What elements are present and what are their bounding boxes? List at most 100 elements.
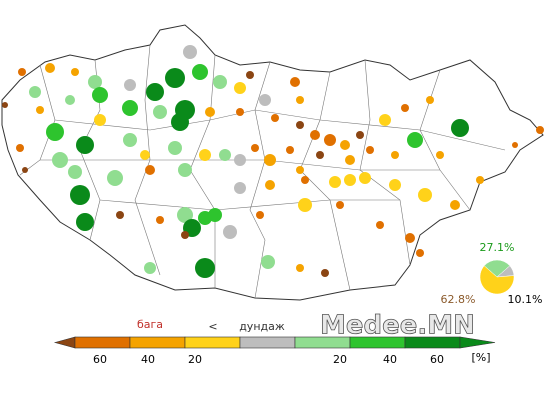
station-dot <box>71 68 79 76</box>
station-dot <box>181 231 189 239</box>
legend-low: бага <box>137 318 163 331</box>
bar-segment <box>184 336 241 349</box>
station-dot <box>205 107 215 117</box>
bar-segment <box>129 336 186 349</box>
station-dot <box>192 64 208 80</box>
station-dot <box>246 71 254 79</box>
station-dot <box>450 200 460 210</box>
station-dot <box>296 121 304 129</box>
station-dot <box>92 87 108 103</box>
station-dot <box>436 151 444 159</box>
bar-segment <box>404 336 461 349</box>
station-dot <box>45 63 55 73</box>
station-dot <box>324 134 336 146</box>
legend-mid: дундаж <box>239 320 285 333</box>
station-dot <box>234 182 246 194</box>
station-dot <box>145 165 155 175</box>
station-dot <box>389 179 401 191</box>
station-dot <box>16 144 24 152</box>
station-dot <box>2 102 8 108</box>
bar-end-high <box>459 336 496 349</box>
station-dot <box>336 201 344 209</box>
bar-tick-label: 20 <box>333 353 347 366</box>
station-dot <box>340 140 350 150</box>
station-dot <box>208 208 222 222</box>
color-bar: 60 40 20 20 40 60 [%] <box>53 336 496 366</box>
station-dot <box>476 176 484 184</box>
station-dot <box>426 96 434 104</box>
station-dot <box>296 264 304 272</box>
station-dot <box>195 258 215 278</box>
station-dot <box>146 83 164 101</box>
pie-slice <box>479 265 515 295</box>
pie: 27.1% 10.1% 62.8% <box>441 241 543 306</box>
station-dot <box>290 77 300 87</box>
station-dot <box>356 131 364 139</box>
station-dot <box>286 146 294 154</box>
station-dot <box>536 126 544 134</box>
station-dot <box>107 170 123 186</box>
legend-sign: < <box>208 320 217 333</box>
station-dot <box>401 104 409 112</box>
station-dot <box>46 123 64 141</box>
station-dot <box>52 152 68 168</box>
station-dot <box>177 207 193 223</box>
pie-label: 27.1% <box>480 241 515 254</box>
station-dot <box>329 176 341 188</box>
station-dot <box>123 133 137 147</box>
station-dot <box>451 119 469 137</box>
station-dot <box>76 136 94 154</box>
station-dot <box>76 213 94 231</box>
station-dot <box>199 149 211 161</box>
bar-tick-label: 40 <box>383 353 397 366</box>
bar-tick-label: 40 <box>141 353 155 366</box>
station-dot <box>219 149 231 161</box>
station-dot <box>22 167 28 173</box>
station-dot <box>223 225 237 239</box>
station-dot <box>171 113 189 131</box>
station-dot <box>140 150 150 160</box>
station-dot <box>296 166 304 174</box>
bar-tick-label: 60 <box>430 353 444 366</box>
station-dot <box>405 233 415 243</box>
station-dot <box>70 185 90 205</box>
station-dot <box>94 114 106 126</box>
station-dot <box>407 132 423 148</box>
station-dot <box>68 165 82 179</box>
station-dot <box>144 262 156 274</box>
station-dot <box>316 151 324 159</box>
station-dot <box>366 146 374 154</box>
station-dot <box>116 211 124 219</box>
bar-segment <box>349 336 406 349</box>
pie-slice <box>483 259 511 278</box>
station-dot <box>416 249 424 257</box>
station-dot <box>18 68 26 76</box>
station-dot <box>345 155 355 165</box>
station-dot <box>168 141 182 155</box>
station-dot <box>296 96 304 104</box>
bar-segment <box>239 336 296 349</box>
station-dot <box>391 151 399 159</box>
pie-label: 10.1% <box>508 293 543 306</box>
station-dot <box>124 79 136 91</box>
station-dot <box>183 45 197 59</box>
station-dot <box>379 114 391 126</box>
station-dots <box>2 45 544 278</box>
bar-tick-label: 60 <box>93 353 107 366</box>
station-dot <box>359 172 371 184</box>
station-dot <box>265 180 275 190</box>
station-dot <box>321 269 329 277</box>
station-dot <box>165 68 185 88</box>
station-dot <box>344 174 356 186</box>
bar-unit: [%] <box>471 351 490 364</box>
station-dot <box>259 94 271 106</box>
station-dot <box>213 75 227 89</box>
province-borders <box>19 44 506 299</box>
station-dot <box>88 75 102 89</box>
station-dot <box>376 221 384 229</box>
pie-label: 62.8% <box>441 293 476 306</box>
bar-tick-label: 20 <box>188 353 202 366</box>
station-dot <box>36 106 44 114</box>
station-dot <box>234 82 246 94</box>
